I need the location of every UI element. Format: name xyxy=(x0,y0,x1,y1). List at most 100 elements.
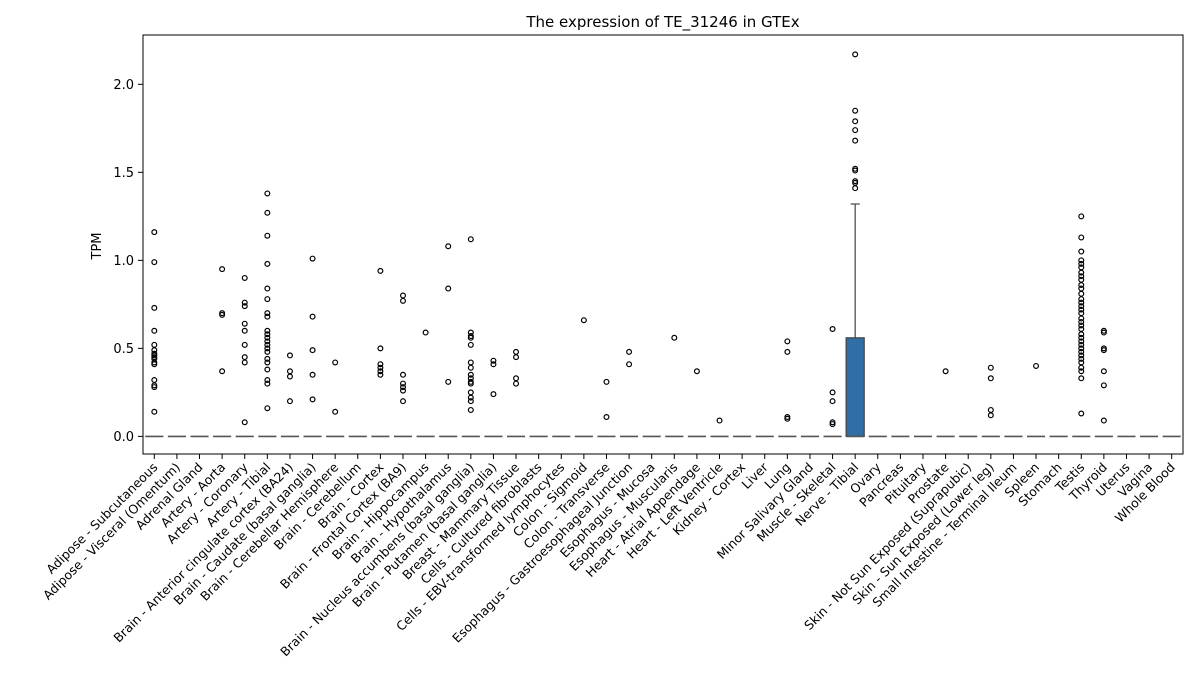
outlier-point xyxy=(987,375,994,382)
outlier-point xyxy=(286,398,293,405)
outlier-point xyxy=(1078,368,1085,375)
outlier-point xyxy=(829,326,836,333)
outlier-point xyxy=(264,334,271,341)
outlier-point xyxy=(264,331,271,338)
outlier-point xyxy=(264,377,271,384)
outlier-point xyxy=(1078,345,1085,352)
outlier-point xyxy=(467,236,474,243)
outlier-point xyxy=(1078,410,1085,417)
outlier-point xyxy=(264,296,271,303)
outlier-point xyxy=(241,359,248,366)
box-group xyxy=(416,329,435,438)
outlier-point xyxy=(309,255,316,262)
outlier-point xyxy=(490,357,497,364)
box-group xyxy=(439,243,458,438)
outlier-point xyxy=(241,327,248,334)
outlier-point xyxy=(852,118,859,125)
chart-title: The expression of TE_31246 in GTEx xyxy=(525,13,799,32)
outlier-point xyxy=(490,391,497,398)
outlier-point xyxy=(445,378,452,385)
box-group xyxy=(507,348,526,438)
outlier-point xyxy=(445,243,452,250)
outlier-point xyxy=(400,384,407,391)
outlier-point xyxy=(151,377,158,384)
outlier-point xyxy=(852,107,859,114)
outlier-point xyxy=(513,380,520,387)
outlier-point xyxy=(264,327,271,334)
outlier-point xyxy=(1078,352,1085,359)
outlier-point xyxy=(693,368,700,375)
box-group xyxy=(845,51,865,438)
y-tick-label: 0.5 xyxy=(113,342,134,357)
outlier-point xyxy=(400,380,407,387)
box-group xyxy=(665,334,684,438)
outlier-point xyxy=(467,398,474,405)
box-group xyxy=(235,274,254,438)
outlier-point xyxy=(1078,306,1085,313)
outlier-point xyxy=(626,348,633,355)
outlier-point xyxy=(264,209,271,216)
outlier-point xyxy=(309,347,316,354)
axes-frame xyxy=(142,34,1184,455)
outlier-point xyxy=(852,127,859,134)
outlier-point xyxy=(264,359,271,366)
outlier-point xyxy=(580,317,587,324)
outlier-point xyxy=(286,373,293,380)
outlier-point xyxy=(219,266,226,273)
outlier-point xyxy=(151,361,158,368)
y-axis-label: TPM xyxy=(90,233,105,261)
outlier-point xyxy=(332,359,339,366)
outlier-point xyxy=(1078,375,1085,382)
outlier-point xyxy=(377,371,384,378)
outlier-point xyxy=(264,355,271,362)
outlier-point xyxy=(241,354,248,361)
box-group xyxy=(213,266,232,438)
box-group xyxy=(461,236,480,438)
outlier-point xyxy=(987,412,994,419)
outlier-point xyxy=(400,292,407,299)
outlier-point xyxy=(264,232,271,239)
outlier-point xyxy=(286,368,293,375)
outlier-point xyxy=(1078,331,1085,338)
outlier-point xyxy=(1078,273,1085,280)
outlier-point xyxy=(377,368,384,375)
outlier-point xyxy=(829,389,836,396)
outlier-point xyxy=(400,371,407,378)
outlier-point xyxy=(264,366,271,373)
outlier-point xyxy=(1100,329,1107,336)
outlier-point xyxy=(852,167,859,174)
outlier-point xyxy=(1100,347,1107,354)
box-group xyxy=(303,255,322,438)
outlier-point xyxy=(264,260,271,267)
outlier-point xyxy=(241,274,248,281)
outlier-point xyxy=(309,371,316,378)
y-tick-label: 1.5 xyxy=(113,166,134,181)
box-group xyxy=(393,292,413,438)
outlier-point xyxy=(852,51,859,58)
outlier-point xyxy=(445,285,452,292)
outlier-point xyxy=(829,398,836,405)
outlier-point xyxy=(377,345,384,352)
outlier-point xyxy=(151,304,158,311)
outlier-point xyxy=(309,396,316,403)
outlier-point xyxy=(513,354,520,361)
outlier-point xyxy=(264,341,271,348)
box-group xyxy=(145,229,164,438)
outlier-point xyxy=(467,394,474,401)
outlier-point xyxy=(784,415,791,422)
outlier-point xyxy=(332,408,339,415)
box-group xyxy=(710,417,729,438)
box-group xyxy=(620,348,639,438)
outlier-point xyxy=(264,380,271,387)
outlier-point xyxy=(1078,296,1085,303)
outlier-point xyxy=(151,341,158,348)
outlier-point xyxy=(241,320,248,327)
outlier-point xyxy=(1078,338,1085,345)
outlier-point xyxy=(1078,364,1085,371)
outlier-point xyxy=(467,341,474,348)
outlier-point xyxy=(490,361,497,368)
box xyxy=(845,337,865,437)
outlier-point xyxy=(219,311,226,318)
outlier-point xyxy=(1078,341,1085,348)
outlier-point xyxy=(400,297,407,304)
